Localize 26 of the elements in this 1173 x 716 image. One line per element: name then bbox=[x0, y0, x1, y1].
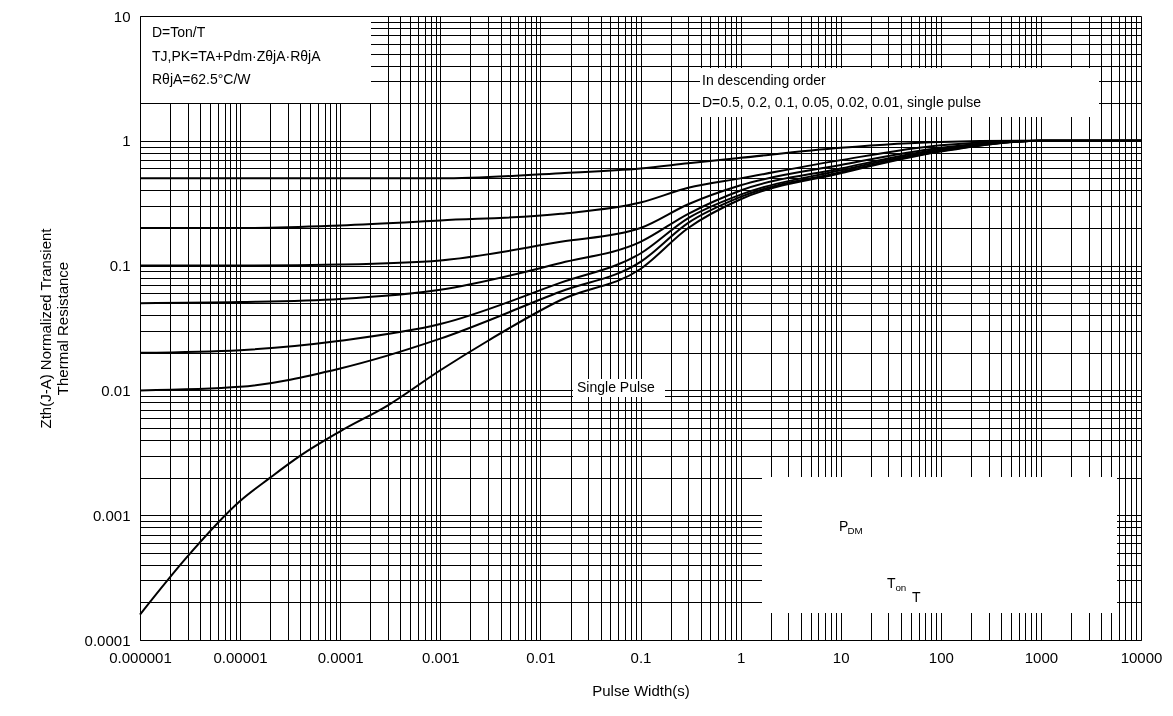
annotation: TJ,PK=TA+Pdm·ZθjA·RθjA bbox=[152, 48, 322, 64]
x-tick-label: 1 bbox=[736, 648, 746, 666]
annotation: In descending order bbox=[702, 72, 827, 88]
x-tick-label: 0.0001 bbox=[317, 648, 364, 666]
y-tick-label: 0.001 bbox=[92, 506, 131, 524]
x-tick-label: 0.00001 bbox=[213, 648, 268, 666]
y-tick-label: 10 bbox=[113, 7, 131, 25]
annotation: RθjA=62.5°C/W bbox=[152, 71, 252, 87]
x-tick-label: 0.1 bbox=[630, 648, 652, 666]
annotation: T bbox=[912, 589, 921, 605]
x-axis-title: Pulse Width(s) bbox=[592, 681, 690, 699]
annotation: D=Ton/T bbox=[152, 24, 206, 40]
y-tick-label: 1 bbox=[122, 132, 131, 150]
y-tick-label: 0.1 bbox=[109, 257, 131, 275]
x-tick-label: 10000 bbox=[1120, 648, 1163, 666]
x-tick-label: 10 bbox=[832, 648, 850, 666]
annotation: Single Pulse bbox=[577, 379, 656, 395]
annotation: D=0.5, 0.2, 0.1, 0.05, 0.02, 0.01, single pulse bbox=[702, 94, 982, 110]
x-tick-label: 100 bbox=[928, 648, 954, 666]
y-tick-label: 0.0001 bbox=[84, 631, 131, 649]
y-tick-label: 0.01 bbox=[101, 381, 131, 399]
x-tick-label: 0.000001 bbox=[109, 648, 172, 666]
y-axis-title: Zth(J-A) Normalized Transient Thermal Resistance bbox=[36, 227, 71, 429]
x-tick-label: 0.001 bbox=[422, 648, 460, 666]
x-tick-label: 0.01 bbox=[526, 648, 556, 666]
x-tick-label: 1000 bbox=[1024, 648, 1059, 666]
